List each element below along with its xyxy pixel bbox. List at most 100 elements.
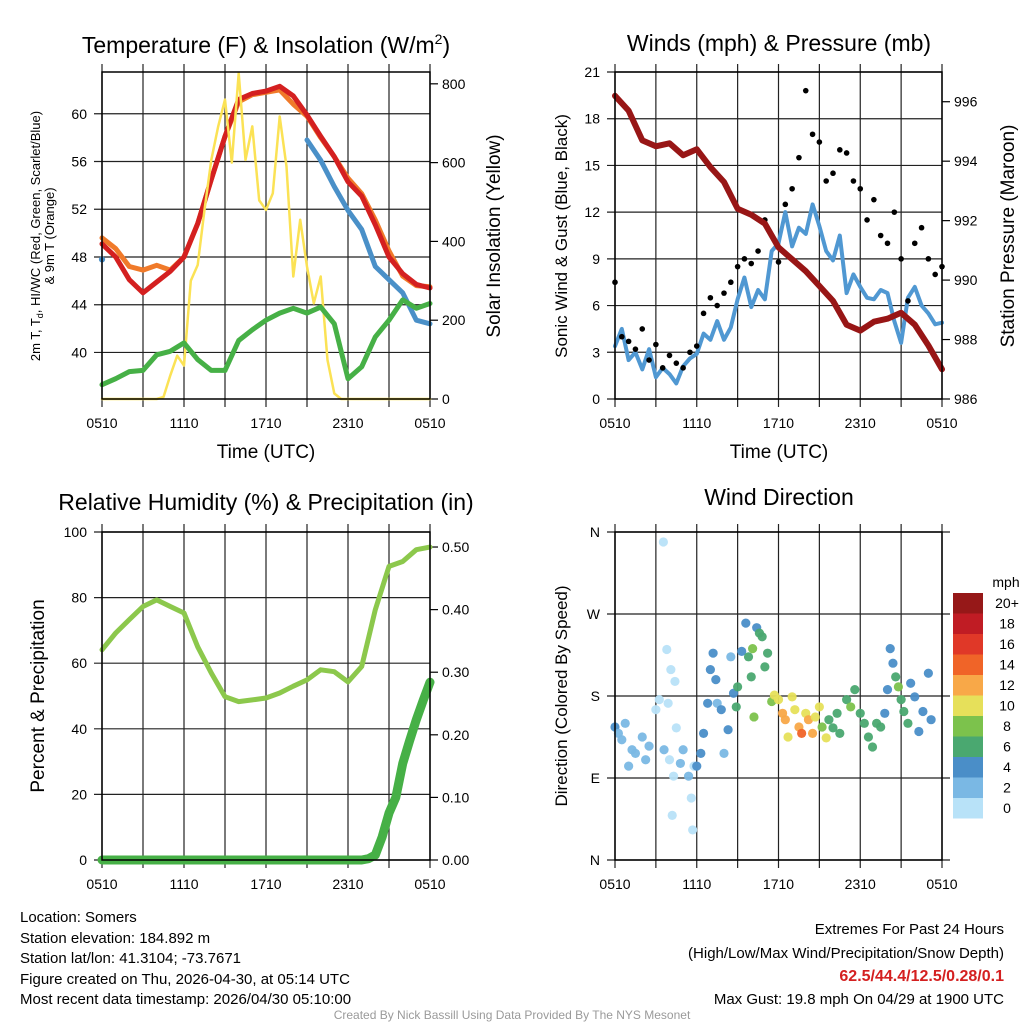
right-y-tick-label: 800 [442,76,466,92]
footer-location: Location: Somers [20,909,137,926]
right-y-tick-label: 0 [442,391,450,407]
direction-point [780,715,790,725]
station-pressure-line [612,92,945,373]
x-tick-label: 1110 [169,415,198,431]
gust-dot [721,290,727,296]
direction-point [726,652,736,662]
x-tick-label: 0510 [599,415,630,431]
footer-latlon: Station lat/lon: 41.3104; -73.7671 [20,950,241,967]
y-tick-label: 9 [592,251,600,267]
x-tick-label: 1110 [169,876,198,892]
x-tick-label: 1710 [250,415,281,431]
right-y-tick-label: 200 [442,312,466,328]
direction-point [617,735,627,745]
gust-dot [632,346,639,352]
gust-dot [796,154,802,161]
humidity-chart-title: Relative Humidity (%) & Precipitation (i… [58,489,473,515]
direction-point [855,708,865,718]
direction-point [675,758,686,769]
legend-swatch [953,757,983,778]
direction-point [688,825,698,835]
gust-dot [918,224,925,231]
right-y-tick-label: 0.30 [442,664,469,680]
direction-point [773,695,784,705]
gust-dot [625,338,632,345]
direction-point [918,706,928,717]
gust-dot [666,352,673,359]
gust-dot [877,232,884,239]
direction-point [810,712,820,722]
y-tick-label: 0 [592,391,600,407]
temperature-plot-frame [101,71,431,400]
right-y-tick-label: 0.40 [442,602,469,618]
right-y-tick-label: 994 [954,153,978,169]
gust-dot [884,240,891,247]
gust-dot [905,298,911,304]
right-y-tick-label: 0.20 [442,727,469,743]
direction-point [671,723,681,733]
winds-plot-frame [614,71,943,400]
right-y-tick-label: 0.10 [442,789,469,805]
direction-point [832,708,842,718]
direction-point [824,715,834,725]
y-label-line1: 2m T, Td, HI/WC (Red, Green, Scarlet/Blu… [28,111,45,361]
2m-t-line [99,83,433,296]
direction-point [708,648,718,658]
direction-point [644,741,654,751]
gust-dot [802,87,809,94]
title-superscript: 2 [435,31,443,47]
direction-point [891,672,901,682]
direction-point [686,793,696,803]
gust-dot [898,256,904,262]
legend-swatch [953,798,983,819]
winds-chart-title: Winds (mph) & Pressure (mb) [627,30,931,56]
gust-dot [653,341,659,348]
winds-panel: 0510 1110 1710 2310 0510 0 3 6 9 12 15 18 21 986 988 99… [584,64,978,431]
direction-point [716,705,726,715]
insolation-y-axis-label: Solar Insolation (Yellow) [484,134,505,337]
direction-point [637,732,647,742]
direction-point [867,742,878,752]
direction-point [664,755,675,765]
legend-swatch [953,716,983,737]
title-end: ) [442,32,450,58]
direction-point [658,537,668,547]
right-y-tick-label: 0.50 [442,539,469,555]
direction-point [757,632,767,642]
y-tick-label: 40 [71,721,87,737]
relative-humidity-line [99,544,433,705]
y-tick-label: 100 [64,524,88,540]
direction-point [783,732,793,742]
y-tick-label: 0 [79,852,87,868]
gust-dot [619,333,625,340]
humidity-y-axis-label: Percent & Precipitation [28,599,49,792]
gust-dot [707,294,714,301]
legend-label: 2 [1003,780,1011,796]
direction-plot-frame [614,531,943,861]
direction-point [814,702,824,712]
direction-point [914,726,924,737]
y-tick-label: 18 [584,111,600,127]
x-tick-label: 0510 [926,415,957,431]
right-y-tick-label: 400 [442,233,466,249]
legend-title: mph [992,574,1019,590]
direction-point [821,733,831,743]
legend-label: 12 [999,677,1015,693]
legend-label: 14 [999,657,1015,673]
direction-point [923,668,933,678]
y-tick-label: N [590,524,600,540]
direction-point [926,715,936,725]
legend-label: 10 [999,698,1015,714]
y-tick-label: 48 [71,249,87,265]
legend-swatch [953,736,983,757]
gust-dot [646,357,652,363]
gust-dot [673,360,680,366]
x-tick-label: 1710 [250,876,281,892]
gust-dot [755,248,761,254]
y-tick-label: 6 [592,298,600,314]
temperature-chart-title: Temperature (F) & Insolation (W/m2) [82,31,450,58]
gust-dot [687,349,693,356]
x-tick-label: 1710 [763,876,794,892]
direction-point [797,728,807,738]
